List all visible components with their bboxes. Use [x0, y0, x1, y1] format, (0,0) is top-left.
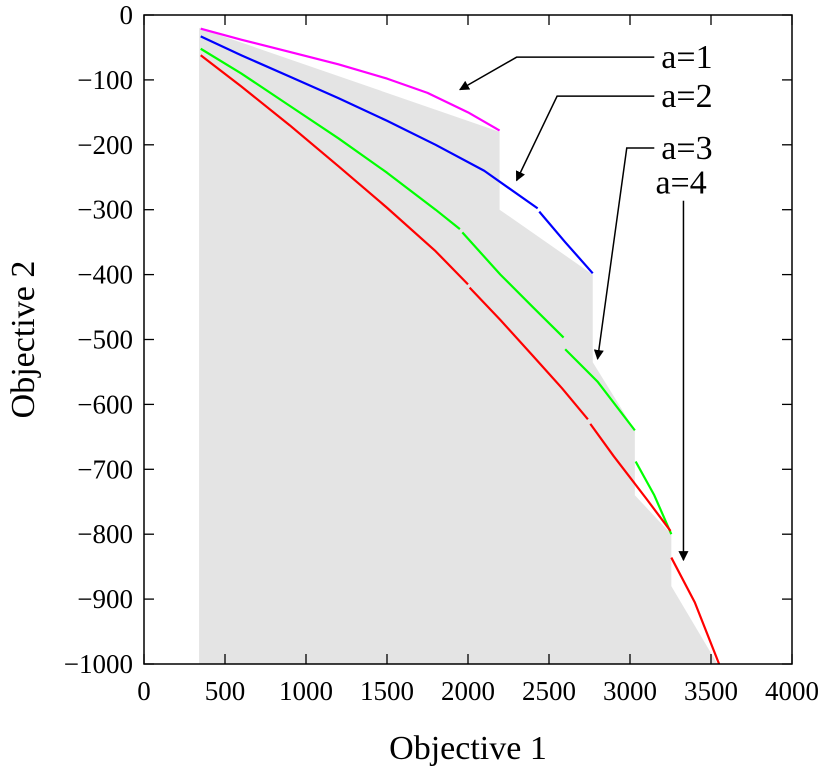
x-tick-label: 1500 [360, 676, 414, 706]
x-tick-label: 4000 [765, 676, 819, 706]
annotation-1: a=1 [459, 39, 748, 91]
annotation-3: a=3 [593, 130, 748, 360]
annotation-label-background [659, 132, 748, 167]
series-4-segment-2 [468, 286, 589, 421]
shaded-area-layer [199, 27, 718, 665]
y-tick-label: −500 [77, 325, 133, 355]
annotations-layer: a=1a=2 a=3a=4 [459, 39, 748, 562]
annotation-label: a=4 [655, 165, 706, 202]
y-tick-label: −400 [77, 260, 133, 290]
series-3 [200, 47, 673, 535]
series-4-segment-1 [200, 54, 469, 286]
y-tick-label: −100 [77, 65, 133, 95]
annotation-label-background [653, 166, 742, 201]
series-4 [200, 54, 721, 665]
x-tick-label: 1000 [279, 676, 333, 706]
y-tick-label: −700 [77, 454, 133, 484]
y-tick-label: −300 [77, 195, 133, 225]
series-4-segment-4 [670, 557, 721, 665]
series-2-segment-1 [200, 35, 539, 210]
x-tick-label: 3000 [603, 676, 657, 706]
series-1 [200, 27, 501, 132]
y-tick-label: −900 [77, 584, 133, 614]
annotation-label: a=2 [661, 78, 712, 115]
y-tick-label: −1000 [64, 649, 133, 679]
annotation-label-background [659, 80, 748, 115]
shaded-region [199, 27, 718, 665]
y-axis-label: Objective 2 [5, 261, 42, 419]
y-tick-label: 0 [120, 0, 134, 30]
y-tick-label: −600 [77, 389, 133, 419]
annotation-arrow [593, 147, 655, 360]
series-1-segment-1 [200, 27, 501, 132]
annotation-label-background [659, 41, 748, 76]
y-tick-label: −800 [77, 519, 133, 549]
annotation-arrow [515, 95, 655, 182]
ticks-layer: 0 500 1000 1500 2000 2500 3000 3500 4000 0 −100 −20… [64, 0, 819, 706]
series-4-segment-3 [589, 423, 672, 532]
annotation-label: a=1 [661, 39, 712, 76]
series-layer [200, 27, 721, 665]
y-tick-label: −200 [77, 130, 133, 160]
x-tick-label: 500 [205, 676, 246, 706]
series-3-segment-2 [461, 231, 565, 339]
x-tick-label: 3500 [684, 676, 738, 706]
series-3-segment-4 [634, 460, 673, 535]
annotation-arrow [459, 56, 655, 91]
annotation-2: a=2 [515, 78, 748, 182]
x-tick-label: 0 [137, 676, 151, 706]
series-2-segment-2 [538, 210, 594, 275]
series-3-segment-3 [564, 348, 636, 432]
series-3-segment-1 [200, 47, 461, 231]
x-axis-label: Objective 1 [389, 730, 547, 767]
x-tick-label: 2000 [441, 676, 495, 706]
x-tick-label: 2500 [522, 676, 576, 706]
annotation-label: a=3 [661, 130, 712, 167]
series-2 [200, 35, 594, 275]
annotation-4: a=4 [653, 165, 742, 562]
